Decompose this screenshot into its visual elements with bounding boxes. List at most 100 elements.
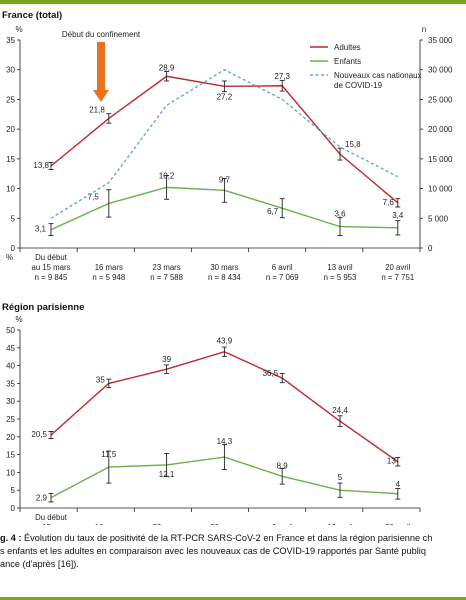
data-label: 14,3 xyxy=(217,437,233,446)
legend-label: Enfants xyxy=(334,57,361,66)
legend-label: Nouveaux cas nationaux xyxy=(334,71,422,80)
data-label: 27,2 xyxy=(217,92,233,101)
y-axis-label-left: % xyxy=(15,25,22,34)
x-category-label: au 15 mars xyxy=(31,523,70,525)
data-label: 10,2 xyxy=(159,171,175,180)
bottom-accent-bar xyxy=(0,597,466,600)
data-label: 13,8 xyxy=(33,161,49,170)
y-tick-label: 5 xyxy=(11,486,16,495)
x-category-label: 16 mars xyxy=(95,263,123,272)
data-label: 5 xyxy=(338,473,343,482)
data-label: 21,8 xyxy=(89,105,105,114)
x-category-label: n = 5 948 xyxy=(92,273,125,282)
data-label: 8,9 xyxy=(277,461,289,470)
data-label: 2,9 xyxy=(36,494,48,503)
data-label: 15,8 xyxy=(345,140,361,149)
data-label: 4 xyxy=(396,480,401,489)
y2-tick-label: 15 000 xyxy=(428,155,453,164)
x-category-label: au 15 mars xyxy=(31,263,70,272)
x-category-label: 30 mars xyxy=(210,523,238,525)
x-category-label: 23 mars xyxy=(153,263,181,272)
y-tick-label: 25 xyxy=(6,95,15,104)
x-category-label: 16 mars xyxy=(95,523,123,525)
y-tick-label: 15 xyxy=(6,155,15,164)
data-label: 6,7 xyxy=(267,207,279,216)
caption-line-1: Évolution du taux de positivité de la RT… xyxy=(21,533,433,543)
data-label: 3,6 xyxy=(334,210,346,219)
y-tick-label: 0 xyxy=(11,244,16,253)
data-label: 12,1 xyxy=(159,470,175,479)
data-label: 3,4 xyxy=(392,211,404,220)
caption-line-2: s enfants et les adultes en comparaison … xyxy=(0,546,426,556)
y-tick-label: 10 xyxy=(6,185,15,194)
x-category-label: Du début xyxy=(35,253,67,262)
y2-tick-label: 10 000 xyxy=(428,185,453,194)
data-label: 13 xyxy=(387,457,396,466)
y2-tick-label: 0 xyxy=(428,244,433,253)
caption-label: g. 4 : xyxy=(0,533,22,543)
x-axis-unit: % xyxy=(6,253,13,262)
chart-title-paris: Région parisienne xyxy=(2,302,85,313)
legend-label: de COVID-19 xyxy=(334,81,383,90)
data-label: 11,5 xyxy=(101,450,117,459)
y2-tick-label: 35 000 xyxy=(428,36,453,45)
y2-tick-label: 30 000 xyxy=(428,66,453,75)
x-category-label: n = 7 069 xyxy=(266,273,299,282)
y-tick-label: 30 xyxy=(6,66,15,75)
y-tick-label: 35 xyxy=(6,36,15,45)
caption-line-3: ance (d'après [16]). xyxy=(0,559,79,569)
y-tick-label: 30 xyxy=(6,397,15,406)
data-label: 35 xyxy=(96,375,105,384)
y2-tick-label: 20 000 xyxy=(428,125,453,134)
annotation-arrow-icon xyxy=(93,42,109,102)
data-label: 20,5 xyxy=(31,430,47,439)
y-tick-label: 0 xyxy=(11,504,16,513)
x-category-label: 13 avril xyxy=(327,263,352,272)
top-accent-bar xyxy=(0,0,466,4)
y-tick-label: 50 xyxy=(6,326,15,335)
x-category-label: 13 avril xyxy=(327,523,352,525)
x-category-label: 20 avril xyxy=(385,523,410,525)
data-label: 36,5 xyxy=(263,369,279,378)
y-axis-label-right: n xyxy=(422,25,426,34)
y-tick-label: 45 xyxy=(6,344,15,353)
data-label: 43,9 xyxy=(217,337,233,346)
data-label: 3,1 xyxy=(35,225,47,234)
y-tick-label: 5 xyxy=(11,214,16,223)
y-axis-label-left: % xyxy=(15,315,22,324)
data-label: 9,7 xyxy=(219,175,231,184)
x-category-label: 6 avril xyxy=(272,523,293,525)
series-line-nouveaux xyxy=(50,68,399,219)
y-tick-label: 10 xyxy=(6,468,15,477)
chart-title-france: France (total) xyxy=(2,10,63,21)
x-category-label: 6 avril xyxy=(272,263,293,272)
x-category-label: n = 5 953 xyxy=(324,273,357,282)
y-tick-label: 15 xyxy=(6,451,15,460)
legend-label: Adultes xyxy=(334,43,361,52)
figure-caption: g. 4 : Évolution du taux de positivité d… xyxy=(0,532,466,571)
y2-tick-label: 5 000 xyxy=(428,214,449,223)
data-label: 7,5 xyxy=(88,192,100,201)
y-tick-label: 25 xyxy=(6,415,15,424)
data-label: 27,3 xyxy=(274,72,290,81)
y2-tick-label: 25 000 xyxy=(428,95,453,104)
x-category-label: 23 mars xyxy=(153,523,181,525)
x-category-label: n = 8 434 xyxy=(208,273,241,282)
x-category-label: Du début xyxy=(35,513,67,522)
data-label: 39 xyxy=(162,355,171,364)
data-label: 28,9 xyxy=(159,63,175,72)
data-label: 7,6 xyxy=(383,198,395,207)
y-tick-label: 35 xyxy=(6,379,15,388)
annotation-text: Début du confinement xyxy=(62,30,141,39)
y-tick-label: 20 xyxy=(6,125,15,134)
x-category-label: n = 7 588 xyxy=(150,273,183,282)
x-category-label: n = 7 751 xyxy=(381,273,414,282)
y-tick-label: 40 xyxy=(6,362,15,371)
x-category-label: 20 avril xyxy=(385,263,410,272)
x-category-label: 30 mars xyxy=(210,263,238,272)
x-category-label: n = 9 845 xyxy=(35,273,68,282)
data-label: 24,4 xyxy=(332,406,348,415)
y-tick-label: 20 xyxy=(6,433,15,442)
